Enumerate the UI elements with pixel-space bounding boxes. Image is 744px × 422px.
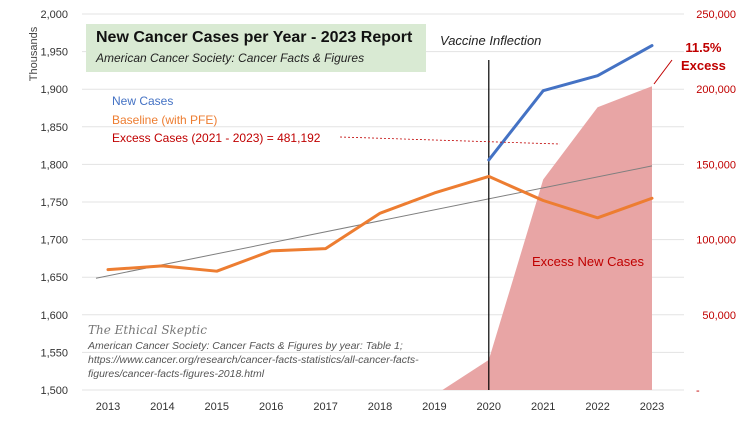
y-tick-left: 1,900 bbox=[40, 84, 68, 96]
source-line: https://www.cancer.org/research/cancer-f… bbox=[88, 354, 419, 366]
x-tick: 2016 bbox=[259, 401, 283, 413]
y-tick-right: 50,000 bbox=[702, 310, 736, 322]
excess-percent-value: 11.5% bbox=[685, 40, 722, 55]
excess-pointer-line bbox=[339, 136, 561, 145]
left-axis-ticks: 1,500 1,550 1,600 1,650 1,700 1,750 1,800 1,850… bbox=[40, 9, 68, 397]
series-lines bbox=[106, 44, 654, 273]
x-tick: 2023 bbox=[640, 401, 664, 413]
excess-pct-pointer bbox=[653, 59, 673, 85]
x-tick: 2013 bbox=[96, 401, 120, 413]
y-axis-label-left: Thousands bbox=[28, 26, 40, 82]
x-tick: 2015 bbox=[205, 401, 229, 413]
y-tick-right: 250,000 bbox=[696, 9, 736, 21]
x-tick: 2017 bbox=[313, 401, 337, 413]
excess-area-layer bbox=[442, 86, 652, 390]
right-axis-ticks: - 50,000 100,000 150,000 200,000 250,000 bbox=[696, 9, 736, 397]
y-tick-left: 1,600 bbox=[40, 310, 68, 322]
watermark-text: The Ethical Skeptic bbox=[88, 323, 207, 337]
x-axis-ticks: 2013 2014 2015 2016 2017 2018 2019 2020 2021 2022… bbox=[96, 401, 664, 413]
y-tick-left: 1,650 bbox=[40, 272, 68, 284]
x-tick: 2021 bbox=[531, 401, 555, 413]
y-tick-left: 2,000 bbox=[40, 9, 68, 21]
y-tick-left: 1,700 bbox=[40, 235, 68, 247]
y-tick-right: 150,000 bbox=[696, 159, 736, 171]
y-tick-left: 1,550 bbox=[40, 347, 68, 359]
x-tick: 2022 bbox=[585, 401, 609, 413]
x-tick: 2020 bbox=[477, 401, 501, 413]
y-tick-right: - bbox=[696, 385, 700, 397]
chart-subtitle: American Cancer Society: Cancer Facts & … bbox=[96, 51, 365, 65]
excess-percent-label: 11.5% Excess bbox=[681, 39, 726, 75]
excess-area-label: Excess New Cases bbox=[532, 254, 644, 269]
legend-baseline: Baseline (with PFE) bbox=[112, 113, 218, 127]
x-tick: 2019 bbox=[422, 401, 446, 413]
new-cases-line bbox=[487, 44, 654, 162]
source-line: American Cancer Society: Cancer Facts & … bbox=[88, 340, 403, 352]
vaccine-inflection-label: Vaccine Inflection bbox=[440, 33, 542, 48]
x-tick: 2018 bbox=[368, 401, 392, 413]
trend-line bbox=[95, 165, 653, 279]
y-tick-left: 1,500 bbox=[40, 385, 68, 397]
chart-title: New Cancer Cases per Year - 2023 Report bbox=[96, 29, 413, 46]
title-box: New Cancer Cases per Year - 2023 Report … bbox=[86, 24, 426, 72]
y-tick-left: 1,800 bbox=[40, 159, 68, 171]
source-line: figures/cancer-facts-figures-2018.html bbox=[88, 368, 265, 380]
trend-layer bbox=[95, 165, 653, 279]
legend-excess-cases: Excess Cases (2021 - 2023) = 481,192 bbox=[112, 131, 321, 145]
annotation-lines bbox=[339, 59, 673, 145]
y-tick-right: 100,000 bbox=[696, 235, 736, 247]
gridlines bbox=[82, 13, 684, 391]
y-tick-left: 1,850 bbox=[40, 122, 68, 134]
baseline-line bbox=[106, 174, 654, 273]
excess-area bbox=[442, 86, 652, 390]
y-tick-left: 1,950 bbox=[40, 47, 68, 59]
x-tick: 2014 bbox=[150, 401, 174, 413]
legend-new-cases: New Cases bbox=[112, 94, 174, 108]
excess-percent-word: Excess bbox=[681, 58, 726, 73]
y-tick-left: 1,750 bbox=[40, 197, 68, 209]
y-tick-right: 200,000 bbox=[696, 84, 736, 96]
source-note: American Cancer Society: Cancer Facts & … bbox=[88, 339, 419, 381]
